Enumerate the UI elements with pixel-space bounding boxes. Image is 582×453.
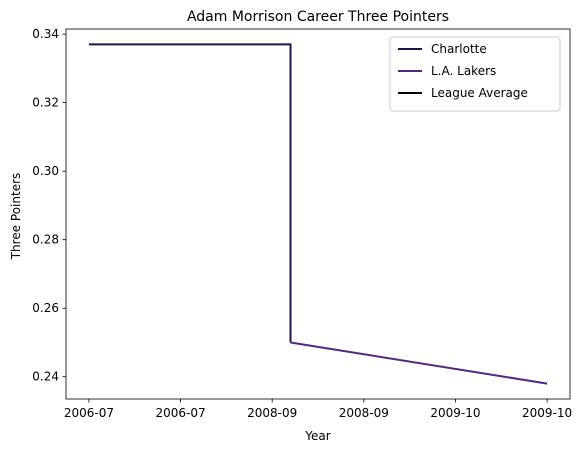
x-tick-label: 2006-07 [155, 406, 205, 420]
y-tick-label: 0.28 [32, 233, 59, 247]
y-tick-label: 0.34 [32, 27, 59, 41]
x-tick-label: 2008-09 [339, 406, 389, 420]
legend: Charlotte L.A. Lakers League Average [389, 36, 561, 112]
chart-title: Adam Morrison Career Three Pointers [187, 9, 449, 25]
x-tick-label: 2009-10 [430, 406, 480, 420]
legend-label-0: Charlotte [431, 42, 487, 56]
plot-frame [65, 28, 571, 400]
y-axis: 0.24 0.26 0.28 0.30 0.32 0.34 [32, 27, 66, 384]
x-tick-label: 2009-10 [522, 406, 572, 420]
series-line-0 [88, 43, 292, 343]
y-axis-label: Three Pointers [9, 173, 23, 261]
plot-area [65, 28, 571, 400]
y-tick-label: 0.32 [32, 96, 59, 110]
y-tick-label: 0.30 [32, 164, 59, 178]
series-line-1 [290, 341, 548, 385]
x-axis-label: Year [304, 429, 330, 443]
x-tick-label: 2008-09 [247, 406, 297, 420]
x-axis: 2006-07 2006-07 2008-09 2008-09 2009-10 2009-… [64, 399, 572, 420]
legend-box [389, 36, 561, 112]
x-tick-label: 2006-07 [64, 406, 114, 420]
legend-label-1: L.A. Lakers [431, 64, 496, 78]
y-tick-label: 0.26 [32, 301, 59, 315]
y-tick-label: 0.24 [32, 370, 59, 384]
legend-label-2: League Average [431, 86, 528, 100]
